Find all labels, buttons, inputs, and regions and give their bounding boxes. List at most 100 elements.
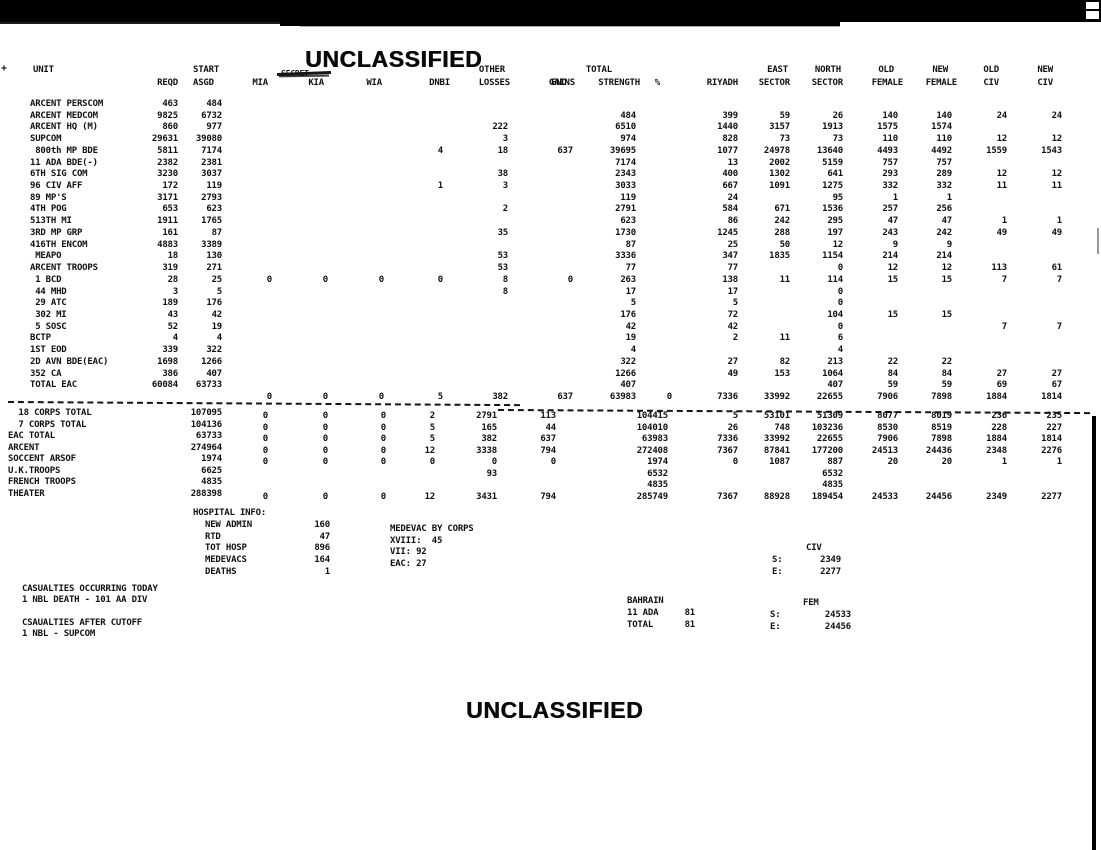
bahrain-title: BAHRAIN (627, 596, 664, 606)
cell-newciv: 235 (1046, 411, 1062, 421)
cell-newfem: 289 (936, 169, 952, 179)
classification-banner-top: UNCLASSIFIED (305, 46, 483, 72)
cell-reqd: 653 (162, 204, 178, 214)
unit-name: 7 CORPS TOTAL (8, 420, 87, 430)
unit-name: ARCENT PERSCOM (30, 99, 104, 109)
cell-other: 3338 (476, 446, 497, 456)
cell-end: 17 (625, 287, 637, 297)
cell-reqd: 9825 (157, 111, 178, 121)
cell-newfem: 15 (941, 275, 953, 285)
col-header-oldfem2: FEMALE (871, 78, 904, 88)
cell-kia: 0 (322, 434, 328, 444)
col-header-oldciv2: CIV (983, 78, 999, 88)
cell-newciv: 12 (1051, 134, 1063, 144)
cell-riyadh: 400 (722, 169, 738, 179)
cell-dnbi: 5 (429, 423, 435, 433)
unit-name: EAC TOTAL (8, 431, 55, 441)
bahrain-row-label: 11 ADA (627, 608, 659, 618)
cell-mia: 0 (262, 446, 268, 456)
cell-north: 1536 (822, 204, 843, 214)
cell-newfem: 8519 (931, 423, 952, 433)
col-header-newfem1: NEW (932, 65, 948, 75)
cell-oldfem: 7906 (877, 434, 898, 444)
cell-north: 213 (827, 357, 843, 367)
cell-reqd: 2382 (157, 158, 178, 168)
cell-oldfem: 47 (887, 216, 899, 226)
cell-end: 104010 (636, 423, 669, 433)
cell-end: 3336 (615, 251, 636, 261)
cell-oldfem: 24533 (871, 492, 898, 502)
hospital-item-label: MEDEVACS (205, 555, 247, 565)
cell-end: 87 (625, 240, 637, 250)
cell-north: 73 (832, 134, 844, 144)
cell-reqd: 28 (167, 275, 179, 285)
cell-newfem: 110 (936, 134, 952, 144)
cell-asgd: 19 (211, 322, 223, 332)
cell-wia: 0 (380, 411, 386, 421)
cell-newfem: 140 (936, 111, 952, 121)
cell-oldfem: 257 (882, 204, 898, 214)
cell-gains: 113 (540, 411, 556, 421)
cell-other: 8 (502, 287, 508, 297)
cell-asgd: 1266 (201, 357, 222, 367)
cell-riyadh: 667 (722, 181, 738, 191)
cell-gains: 794 (540, 446, 556, 456)
cell-asgd: 3389 (201, 240, 222, 250)
cell-kia: 0 (322, 446, 328, 456)
cell-end: 6510 (615, 122, 636, 132)
cell-asgd: 130 (206, 251, 222, 261)
unit-name: 4TH POG (30, 204, 67, 214)
cell-oldfem: 293 (882, 169, 898, 179)
cell-end: 285749 (636, 492, 669, 502)
hospital-item-value: 47 (319, 532, 331, 542)
cell-mia: 0 (266, 392, 272, 402)
cell-dnbi: 4 (437, 146, 443, 156)
cell-other: 2791 (476, 411, 497, 421)
col-header-oldfem1: OLD (878, 65, 894, 75)
cell-riyadh: 13 (727, 158, 739, 168)
hospital-item-value: 1 (324, 567, 330, 577)
col-header-end: END (551, 78, 567, 88)
cell-riyadh: 77 (727, 263, 739, 273)
cell-north: 0 (837, 322, 843, 332)
cell-east: 11 (779, 333, 791, 343)
cell-newfem: 256 (936, 204, 952, 214)
cell-end: 272408 (636, 446, 669, 456)
cell-reqd: 3 (172, 287, 178, 297)
medevac-line: EAC: 27 (390, 559, 427, 569)
cell-asgd: 4 (216, 333, 222, 343)
col-header-pct: % (654, 78, 660, 88)
fem-start-label: S: (770, 610, 781, 620)
cell-newciv: 67 (1051, 380, 1063, 390)
unit-name: 11 ADA BDE(-) (30, 158, 98, 168)
cell-north: 22655 (816, 434, 843, 444)
cell-newfem: 242 (936, 228, 952, 238)
cell-north: 6532 (822, 469, 843, 479)
hospital-item-label: DEATHS (205, 567, 237, 577)
cell-other: 38 (497, 169, 509, 179)
cell-oldciv: 228 (991, 423, 1007, 433)
cell-east: 242 (774, 216, 790, 226)
cell-riyadh: 828 (722, 134, 738, 144)
cell-oldfem: 15 (887, 275, 899, 285)
hospital-item-value: 164 (314, 555, 330, 565)
scan-top-bar-edge (0, 22, 280, 24)
cell-north: 4835 (822, 480, 843, 490)
cell-wia: 0 (380, 492, 386, 502)
cell-riyadh: 0 (732, 457, 738, 467)
hospital-item-label: NEW ADMIN (205, 520, 252, 530)
scan-top-bar (0, 0, 1101, 22)
col-header-north1: NORTH (814, 65, 841, 75)
cell-oldciv: 27 (996, 369, 1008, 379)
unit-name: BCTP (30, 333, 51, 343)
cell-oldfem: 1 (892, 193, 898, 203)
cell-oldfem: 1575 (877, 122, 898, 132)
cell-mia: 0 (262, 434, 268, 444)
cell-reqd: 319 (162, 263, 178, 273)
cell-oldfem: 22 (887, 357, 899, 367)
cell-asgd: 2381 (201, 158, 222, 168)
cell-riyadh: 86 (727, 216, 739, 226)
cell-oldciv: 1 (1001, 457, 1007, 467)
medevac-line: VII: 92 (390, 547, 427, 557)
cell-reqd: 161 (162, 228, 178, 238)
